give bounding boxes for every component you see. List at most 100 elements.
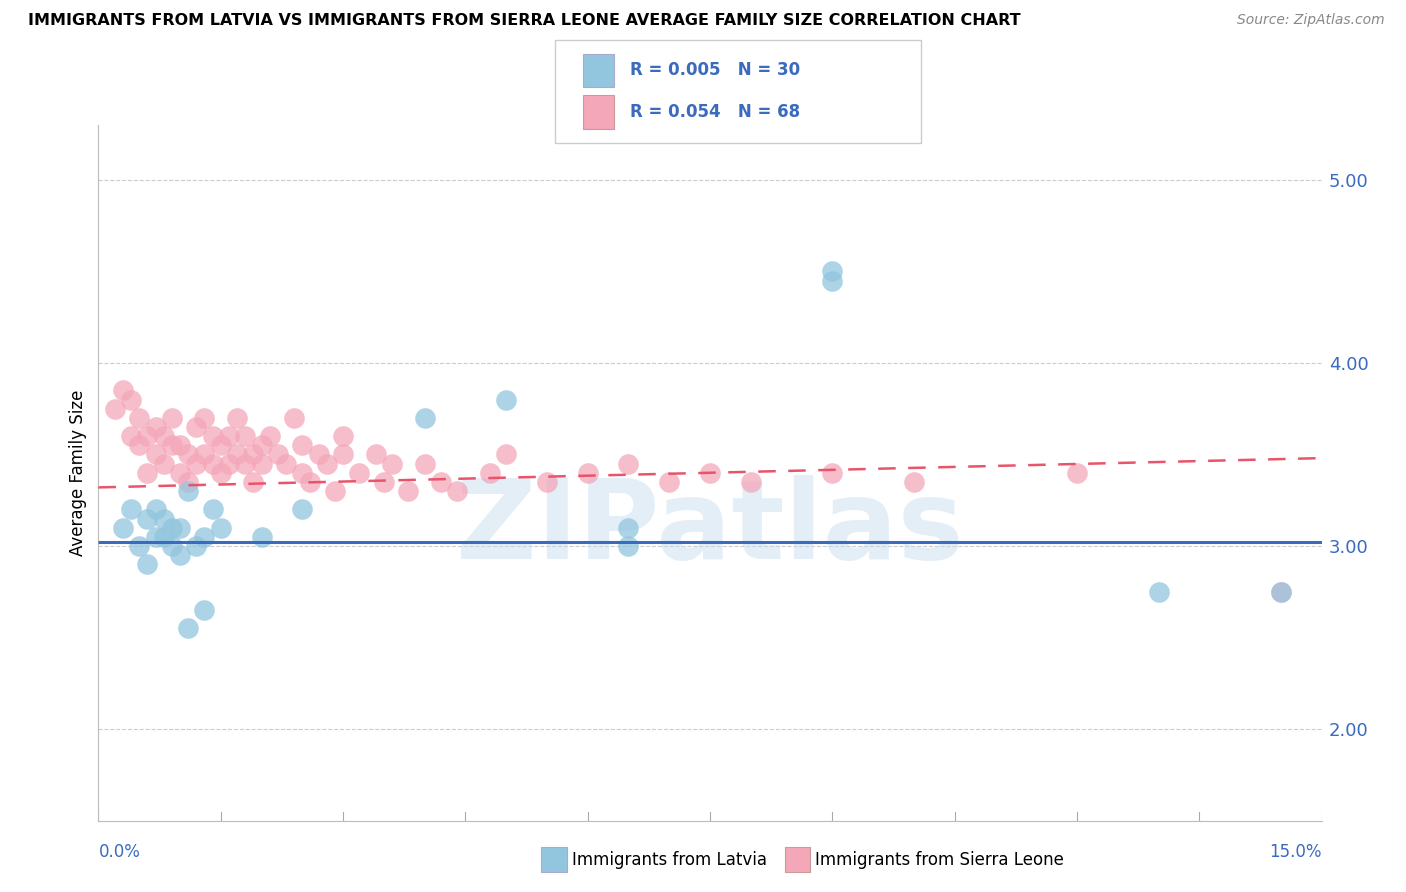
Point — [145, 420, 167, 434]
Point — [299, 475, 322, 489]
Point — [218, 457, 240, 471]
Point — [495, 392, 517, 407]
Point — [111, 384, 134, 398]
Point — [209, 466, 232, 480]
Text: ZIPatlas: ZIPatlas — [456, 475, 965, 582]
Point — [104, 401, 127, 416]
Point — [1270, 584, 1292, 599]
Point — [120, 502, 142, 516]
Point — [332, 429, 354, 443]
Point — [413, 410, 436, 425]
Point — [233, 429, 256, 443]
Point — [291, 438, 314, 452]
Point — [373, 475, 395, 489]
Point — [128, 438, 150, 452]
Point — [1066, 466, 1088, 480]
Text: 0.0%: 0.0% — [98, 843, 141, 861]
Y-axis label: Average Family Size: Average Family Size — [69, 390, 87, 556]
Point — [259, 429, 281, 443]
Point — [152, 530, 174, 544]
Point — [160, 539, 183, 553]
Point — [193, 530, 215, 544]
Text: Immigrants from Latvia: Immigrants from Latvia — [572, 851, 768, 869]
Point — [186, 457, 208, 471]
Point — [145, 447, 167, 461]
Point — [169, 466, 191, 480]
Text: Immigrants from Sierra Leone: Immigrants from Sierra Leone — [815, 851, 1064, 869]
Point — [201, 457, 224, 471]
Point — [128, 410, 150, 425]
Point — [186, 539, 208, 553]
Text: 15.0%: 15.0% — [1270, 843, 1322, 861]
Point — [169, 548, 191, 562]
Text: R = 0.054   N = 68: R = 0.054 N = 68 — [630, 103, 800, 121]
Point — [160, 410, 183, 425]
Point — [250, 530, 273, 544]
Point — [274, 457, 297, 471]
Point — [145, 502, 167, 516]
Point — [617, 539, 640, 553]
Point — [152, 511, 174, 525]
Point — [136, 429, 159, 443]
Point — [242, 447, 264, 461]
Point — [226, 410, 249, 425]
Point — [201, 502, 224, 516]
Point — [576, 466, 599, 480]
Point — [349, 466, 371, 480]
Point — [364, 447, 387, 461]
Point — [209, 438, 232, 452]
Point — [233, 457, 256, 471]
Point — [152, 457, 174, 471]
Point — [226, 447, 249, 461]
Point — [821, 273, 844, 287]
Point — [136, 558, 159, 572]
Point — [291, 502, 314, 516]
Point — [186, 420, 208, 434]
Point — [160, 521, 183, 535]
Point — [821, 466, 844, 480]
Point — [218, 429, 240, 443]
Text: R = 0.005   N = 30: R = 0.005 N = 30 — [630, 62, 800, 79]
Point — [177, 447, 200, 461]
Point — [250, 457, 273, 471]
Point — [308, 447, 330, 461]
Point — [250, 438, 273, 452]
Point — [128, 539, 150, 553]
Point — [193, 410, 215, 425]
Point — [903, 475, 925, 489]
Point — [267, 447, 290, 461]
Point — [396, 484, 419, 499]
Point — [315, 457, 337, 471]
Point — [617, 457, 640, 471]
Point — [120, 392, 142, 407]
Point — [136, 466, 159, 480]
Point — [495, 447, 517, 461]
Point — [478, 466, 501, 480]
Point — [152, 429, 174, 443]
Point — [291, 466, 314, 480]
Point — [193, 447, 215, 461]
Point — [699, 466, 721, 480]
Point — [201, 429, 224, 443]
Text: Source: ZipAtlas.com: Source: ZipAtlas.com — [1237, 13, 1385, 28]
Point — [169, 438, 191, 452]
Point — [413, 457, 436, 471]
Point — [177, 621, 200, 635]
Point — [242, 475, 264, 489]
Point — [1270, 584, 1292, 599]
Point — [332, 447, 354, 461]
Point — [120, 429, 142, 443]
Point — [169, 521, 191, 535]
Point — [111, 521, 134, 535]
Point — [145, 530, 167, 544]
Point — [160, 438, 183, 452]
Point — [430, 475, 453, 489]
Point — [381, 457, 404, 471]
Point — [193, 603, 215, 617]
Point — [1147, 584, 1170, 599]
Point — [740, 475, 762, 489]
Point — [136, 511, 159, 525]
Point — [283, 410, 305, 425]
Point — [209, 521, 232, 535]
Point — [821, 264, 844, 278]
